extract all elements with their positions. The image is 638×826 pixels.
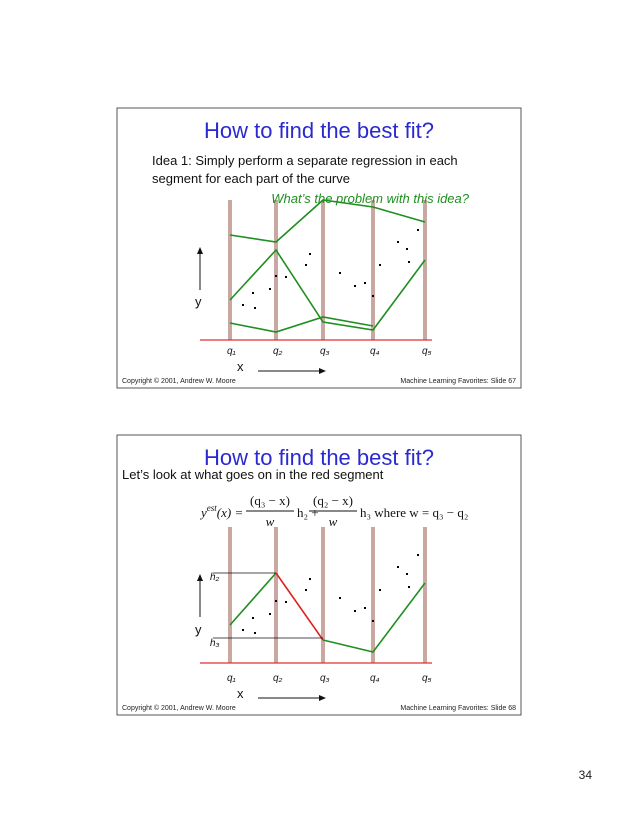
data-point bbox=[275, 275, 277, 277]
x-arrow-head bbox=[319, 695, 326, 701]
slide-frame bbox=[116, 434, 522, 716]
fit-line bbox=[322, 582, 426, 653]
data-point bbox=[417, 229, 419, 231]
y-label: y bbox=[195, 294, 202, 309]
knot-bar bbox=[274, 527, 278, 663]
data-point bbox=[379, 589, 381, 591]
data-point bbox=[285, 276, 287, 278]
data-point bbox=[309, 578, 311, 580]
knot-bar bbox=[321, 200, 325, 340]
data-point bbox=[417, 554, 419, 556]
formula-denominator: w bbox=[329, 514, 338, 529]
data-point bbox=[275, 600, 277, 602]
slide-title: How to find the best fit? bbox=[204, 118, 434, 143]
data-point bbox=[354, 285, 356, 287]
knot-bar bbox=[321, 527, 325, 663]
q-label: q₂ bbox=[273, 346, 283, 357]
body-text: Idea 1: Simply perform a separate regres… bbox=[152, 153, 458, 168]
data-point bbox=[285, 601, 287, 603]
q-label: q₄ bbox=[370, 673, 380, 684]
data-point bbox=[339, 272, 341, 274]
footer-left: Copyright © 2001, Andrew W. Moore bbox=[122, 704, 236, 712]
data-point bbox=[339, 597, 341, 599]
q-label: q₃ bbox=[320, 346, 330, 357]
q-label: q₃ bbox=[320, 673, 330, 684]
knot-bar bbox=[371, 200, 375, 340]
data-point bbox=[242, 629, 244, 631]
data-point bbox=[397, 241, 399, 243]
data-point bbox=[372, 620, 374, 622]
red-segment bbox=[275, 572, 324, 641]
y-label: y bbox=[195, 622, 202, 637]
knot-bar bbox=[423, 527, 427, 663]
formula-part: h₃ where w = q₃ − q₂ bbox=[360, 505, 468, 520]
data-point bbox=[269, 288, 271, 290]
q-label: q₄ bbox=[370, 346, 380, 357]
data-point bbox=[354, 610, 356, 612]
data-point bbox=[408, 586, 410, 588]
h-label: h₃ bbox=[210, 638, 220, 649]
formula-part: y bbox=[199, 505, 207, 520]
data-point bbox=[364, 282, 366, 284]
footer-right: Machine Learning Favorites: Slide 67 bbox=[400, 378, 516, 385]
data-point bbox=[252, 292, 254, 294]
formula-numerator: (q₂ − x) bbox=[313, 493, 353, 508]
knot-bar bbox=[228, 200, 232, 340]
footer-left: Copyright © 2001, Andrew W. Moore bbox=[122, 377, 236, 385]
knot-bar bbox=[423, 200, 427, 340]
data-point bbox=[406, 248, 408, 250]
knot-bar bbox=[371, 527, 375, 663]
x-label: x bbox=[237, 359, 244, 374]
y-arrow-head bbox=[197, 247, 203, 254]
knot-bar bbox=[228, 527, 232, 663]
slide: How to find the best fit?Let’s look at w… bbox=[116, 434, 522, 716]
data-point bbox=[254, 307, 256, 309]
q-label: q₁ bbox=[227, 673, 236, 684]
data-point bbox=[408, 261, 410, 263]
q-label: q₁ bbox=[227, 346, 236, 357]
formula-part: h₂ + bbox=[297, 505, 319, 520]
footer-right: Machine Learning Favorites: Slide 68 bbox=[400, 705, 516, 712]
y-arrow-head bbox=[197, 574, 203, 581]
x-label: x bbox=[237, 686, 244, 701]
data-point bbox=[242, 304, 244, 306]
formula-denominator: w bbox=[266, 514, 275, 529]
knot-bar bbox=[274, 200, 278, 340]
data-point bbox=[252, 617, 254, 619]
slide-frame bbox=[116, 107, 522, 389]
x-arrow-head bbox=[319, 368, 326, 374]
fit-line bbox=[229, 199, 426, 243]
slide-title: How to find the best fit? bbox=[204, 445, 434, 470]
body-text: segment for each part of the curve bbox=[152, 171, 350, 186]
q-label: q₅ bbox=[422, 673, 432, 684]
data-point bbox=[406, 573, 408, 575]
data-point bbox=[305, 589, 307, 591]
q-label: q₂ bbox=[273, 673, 283, 684]
fit-line bbox=[229, 572, 277, 626]
data-point bbox=[254, 632, 256, 634]
fit-line bbox=[229, 316, 374, 333]
formula-numerator: (q₃ − x) bbox=[250, 493, 290, 508]
formula-part: (x) = bbox=[217, 505, 243, 520]
q-label: q₅ bbox=[422, 346, 432, 357]
formula-lhs: yest(x) = bbox=[199, 503, 243, 520]
data-point bbox=[397, 566, 399, 568]
data-point bbox=[305, 264, 307, 266]
intro-text: Let’s look at what goes on in the red se… bbox=[122, 467, 384, 482]
page-number: 34 bbox=[579, 768, 593, 782]
data-point bbox=[372, 295, 374, 297]
data-point bbox=[269, 613, 271, 615]
slide: How to find the best fit? Idea 1: Simply … bbox=[116, 107, 522, 389]
data-point bbox=[379, 264, 381, 266]
annotation: What’s the problem with this idea? bbox=[271, 191, 470, 206]
h-label: h₂ bbox=[210, 572, 220, 583]
formula-part: est bbox=[207, 503, 217, 513]
fit-line bbox=[229, 248, 426, 331]
data-point bbox=[309, 253, 311, 255]
data-point bbox=[364, 607, 366, 609]
